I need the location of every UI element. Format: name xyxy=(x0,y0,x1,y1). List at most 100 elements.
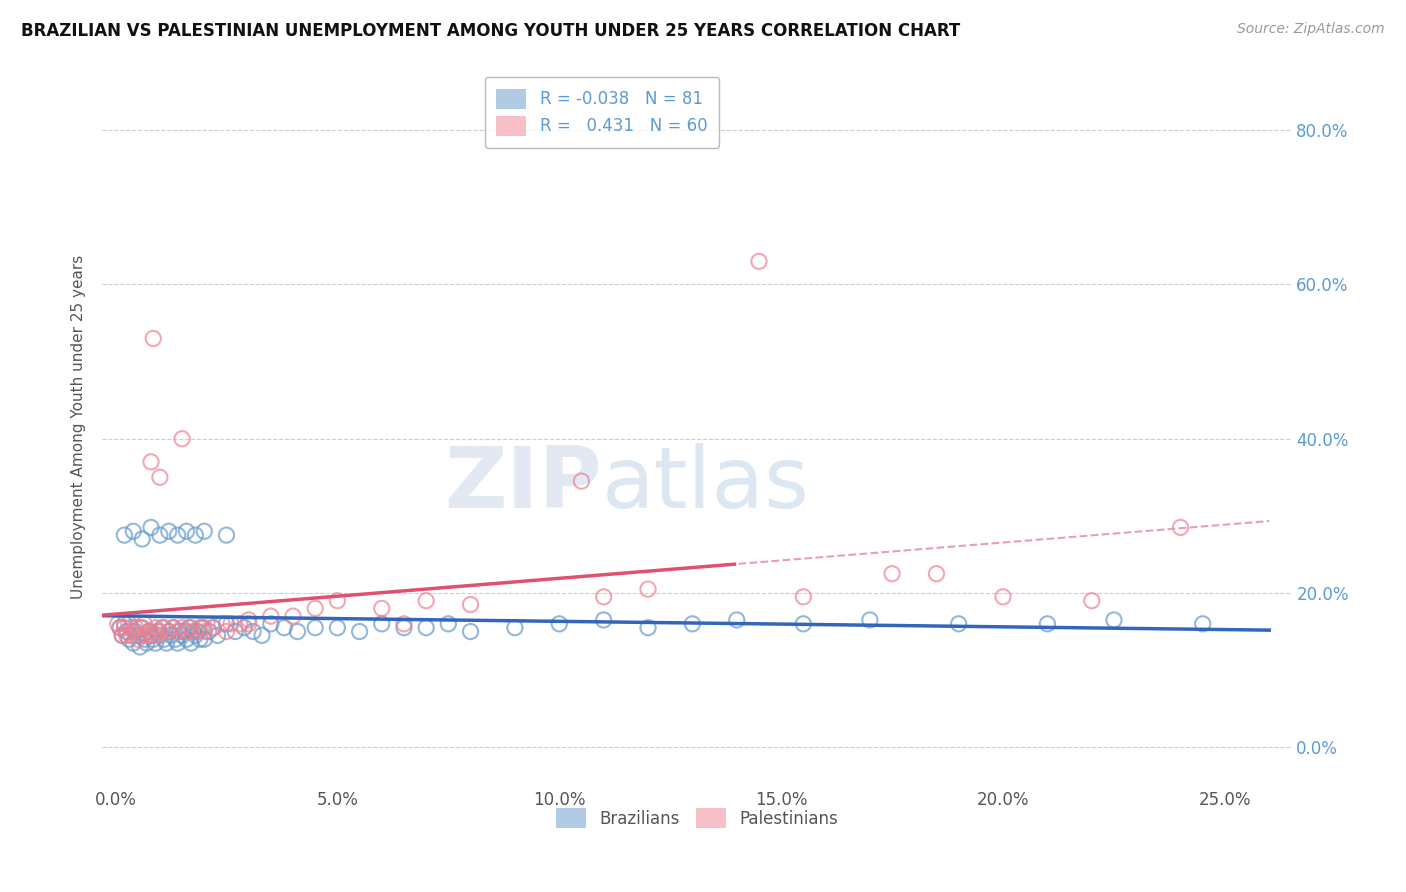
Point xyxy=(748,254,770,268)
Point xyxy=(184,628,207,642)
Text: ZIP: ZIP xyxy=(444,443,602,526)
Point xyxy=(138,624,160,639)
Point xyxy=(142,628,165,642)
Point xyxy=(149,470,172,484)
Point xyxy=(172,628,194,642)
Point xyxy=(107,616,129,631)
Point xyxy=(229,616,252,631)
Point xyxy=(188,621,211,635)
Point xyxy=(592,613,614,627)
Point xyxy=(215,616,238,631)
Point xyxy=(157,524,180,539)
Point xyxy=(173,624,195,639)
Point xyxy=(187,624,209,639)
Point xyxy=(202,621,225,635)
Point xyxy=(112,616,135,631)
Point xyxy=(193,624,215,639)
Point xyxy=(145,636,167,650)
Point xyxy=(859,613,882,627)
Point xyxy=(155,636,177,650)
Point xyxy=(166,528,188,542)
Point xyxy=(371,616,394,631)
Point xyxy=(162,621,184,635)
Point xyxy=(124,624,146,639)
Point xyxy=(139,628,162,642)
Point xyxy=(120,621,142,635)
Point xyxy=(287,624,309,639)
Point xyxy=(176,524,198,539)
Point xyxy=(571,474,593,488)
Point xyxy=(146,628,169,642)
Point xyxy=(138,624,160,639)
Point xyxy=(681,616,703,631)
Point xyxy=(118,632,141,647)
Point xyxy=(1081,593,1104,607)
Point xyxy=(180,636,202,650)
Point xyxy=(131,532,153,546)
Point xyxy=(115,628,138,642)
Point xyxy=(1102,613,1125,627)
Point xyxy=(112,621,135,635)
Point xyxy=(219,616,242,631)
Point xyxy=(215,528,238,542)
Point xyxy=(191,621,214,635)
Point xyxy=(184,624,207,639)
Point xyxy=(415,621,437,635)
Point xyxy=(304,601,326,615)
Point xyxy=(991,590,1014,604)
Point xyxy=(169,624,191,639)
Point xyxy=(139,624,162,639)
Point xyxy=(108,621,131,635)
Point xyxy=(326,621,349,635)
Point xyxy=(1036,616,1059,631)
Point xyxy=(792,590,814,604)
Point xyxy=(172,621,194,635)
Point xyxy=(1191,616,1213,631)
Point xyxy=(260,616,283,631)
Point xyxy=(637,621,659,635)
Point xyxy=(224,624,246,639)
Point xyxy=(415,593,437,607)
Point xyxy=(146,624,169,639)
Point xyxy=(129,640,152,654)
Point xyxy=(162,621,184,635)
Point xyxy=(197,624,219,639)
Point xyxy=(153,621,176,635)
Point xyxy=(111,628,134,642)
Legend: Brazilians, Palestinians: Brazilians, Palestinians xyxy=(548,801,845,835)
Point xyxy=(124,621,146,635)
Point xyxy=(371,601,394,615)
Point xyxy=(149,624,172,639)
Point xyxy=(392,621,415,635)
Point xyxy=(166,624,188,639)
Point xyxy=(149,528,172,542)
Point xyxy=(503,621,526,635)
Point xyxy=(207,628,229,642)
Point xyxy=(460,598,482,612)
Point xyxy=(166,636,188,650)
Point xyxy=(193,632,215,647)
Point xyxy=(181,624,204,639)
Point xyxy=(160,628,183,642)
Point xyxy=(157,624,180,639)
Point xyxy=(238,613,260,627)
Point xyxy=(725,613,748,627)
Point xyxy=(176,624,198,639)
Point xyxy=(115,624,138,639)
Point xyxy=(304,621,326,635)
Point xyxy=(925,566,948,581)
Point xyxy=(948,616,970,631)
Point xyxy=(135,636,157,650)
Point xyxy=(127,628,149,642)
Point xyxy=(349,624,371,639)
Point xyxy=(250,628,273,642)
Text: Source: ZipAtlas.com: Source: ZipAtlas.com xyxy=(1237,22,1385,37)
Point xyxy=(134,632,156,647)
Point xyxy=(193,524,215,539)
Point xyxy=(188,632,211,647)
Point xyxy=(118,616,141,631)
Point xyxy=(437,616,460,631)
Point xyxy=(131,628,153,642)
Point xyxy=(111,628,134,642)
Point xyxy=(134,616,156,631)
